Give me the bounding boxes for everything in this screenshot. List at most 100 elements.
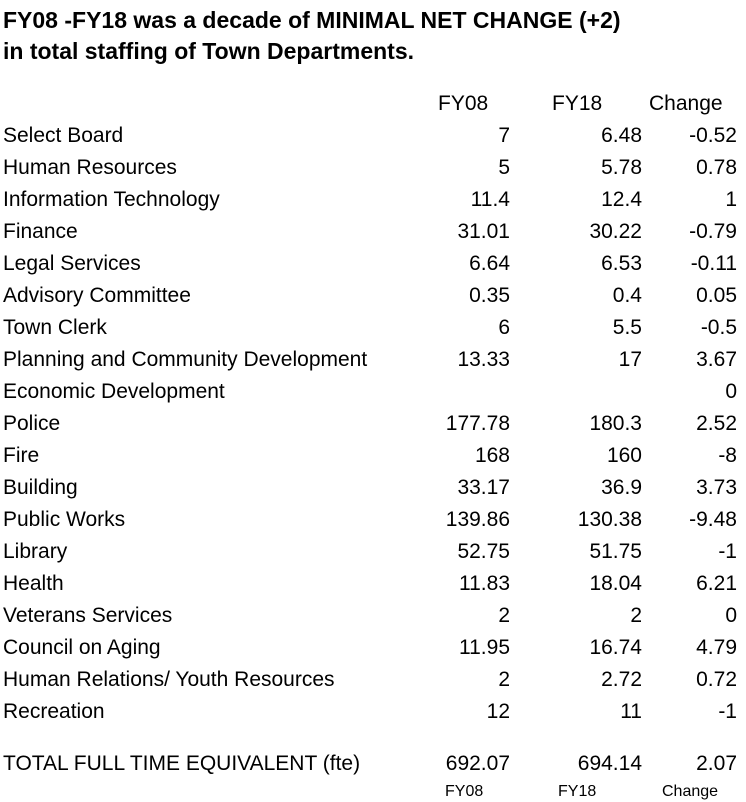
department-name: Advisory Committee [3, 284, 191, 307]
department-name: Economic Development [3, 380, 225, 403]
fy18-value: 36.9 [601, 476, 642, 499]
table-row: Advisory Committee 0.35 0.4 0.05 [3, 280, 743, 312]
department-name: Building [3, 476, 78, 499]
fy18-value: 0.4 [612, 284, 642, 307]
change-value: -1 [718, 540, 737, 563]
table-row: Information Technology 11.4 12.4 1 [3, 184, 743, 216]
table-row: Fire 168 160 -8 [3, 440, 743, 472]
fy18-value: 5.78 [601, 156, 642, 179]
change-value: 3.67 [696, 348, 737, 371]
department-name: Planning and Community Development [3, 348, 368, 371]
change-value: 1 [725, 188, 737, 211]
change-value: -8 [718, 444, 737, 467]
fy08-value: 2 [498, 668, 510, 691]
fy08-value: 13.33 [457, 348, 510, 371]
footer-label-change: Change [662, 783, 719, 800]
table-row: Human Relations/ Youth Resources 2 2.72 0.7… [3, 664, 743, 696]
table-row: Select Board 7 6.48 -0.52 [3, 120, 743, 152]
fy08-value: 177.78 [445, 412, 510, 435]
fy18-value: 12.4 [601, 188, 642, 211]
change-value: -0.79 [689, 220, 737, 243]
table-row: Legal Services 6.64 6.53 -0.11 [3, 248, 743, 280]
fy18-value: 2 [630, 604, 642, 627]
title-line-2: in total staffing of Town Departments. [3, 38, 415, 64]
department-name: Select Board [3, 124, 124, 147]
fy08-value: 31.01 [457, 220, 510, 243]
footer-label-fy18: FY18 [558, 783, 597, 800]
table-row: Building 33.17 36.9 3.73 [3, 472, 743, 504]
column-header-change: Change [649, 92, 723, 115]
change-value: -0.5 [700, 316, 737, 339]
fy08-value: 11.83 [459, 572, 510, 595]
department-name: Health [3, 572, 64, 595]
table-row: Library 52.75 51.75 -1 [3, 536, 743, 568]
fy18-value: 2.72 [601, 668, 642, 691]
change-value: 4.79 [696, 636, 737, 659]
fy08-value: 12 [486, 700, 510, 723]
department-name: Recreation [3, 700, 105, 723]
fy08-value: 33.17 [457, 476, 510, 499]
column-header-fy18: FY18 [552, 92, 603, 115]
department-name: Legal Services [3, 252, 141, 275]
department-name: Human Resources [3, 156, 177, 179]
department-name: Human Relations/ Youth Resources [3, 668, 335, 691]
fy18-value: 6.48 [601, 124, 642, 147]
department-name: Veterans Services [3, 604, 173, 627]
total-fy18: 694.14 [577, 752, 642, 775]
fy18-value: 51.75 [589, 540, 642, 563]
fy08-value: 11.4 [470, 188, 510, 211]
column-header-fy08: FY08 [438, 92, 489, 115]
change-value: 0 [725, 604, 737, 627]
table-row: Health 11.83 18.04 6.21 [3, 568, 743, 600]
page-title: FY08 -FY18 was a decade of MINIMAL NET C… [3, 5, 621, 67]
fy18-value: 180.3 [589, 412, 642, 435]
fy18-value: 16.74 [589, 636, 642, 659]
fy08-value: 52.75 [457, 540, 510, 563]
change-value: -9.48 [689, 508, 737, 531]
change-value: -0.11 [690, 252, 737, 275]
fy08-value: 139.86 [445, 508, 510, 531]
fy08-value: 6 [498, 316, 510, 339]
total-change: 2.07 [696, 752, 737, 775]
total-fy08: 692.07 [445, 752, 510, 775]
total-row: TOTAL FULL TIME EQUIVALENT (fte) 692.07 … [3, 748, 743, 780]
table-row: Human Resources 5 5.78 0.78 [3, 152, 743, 184]
fy08-value: 168 [474, 444, 510, 467]
fy08-value: 7 [498, 124, 510, 147]
department-name: Fire [3, 444, 40, 467]
department-name: Public Works [3, 508, 126, 531]
change-value: 0 [725, 380, 737, 403]
fy18-value: 5.5 [612, 316, 642, 339]
table-row: Police 177.78 180.3 2.52 [3, 408, 743, 440]
fy18-value: 130.38 [577, 508, 642, 531]
title-line-1: FY08 -FY18 was a decade of MINIMAL NET C… [3, 7, 621, 33]
department-name: Police [3, 412, 61, 435]
change-value: 0.78 [696, 156, 737, 179]
fy08-value: 11.95 [459, 636, 510, 659]
fy08-value: 6.64 [469, 252, 510, 275]
change-value: 2.52 [696, 412, 737, 435]
fy08-value: 5 [498, 156, 510, 179]
table-row: Recreation 12 11 -1 [3, 696, 743, 728]
total-label: TOTAL FULL TIME EQUIVALENT (fte) [3, 752, 361, 775]
fy08-value: 2 [498, 604, 510, 627]
fy18-value: 30.22 [589, 220, 642, 243]
department-name: Town Clerk [3, 316, 107, 339]
department-name: Council on Aging [3, 636, 161, 659]
change-value: -0.52 [689, 124, 737, 147]
fy08-value: 0.35 [469, 284, 510, 307]
fy18-value: 11 [620, 700, 642, 723]
table-row: Council on Aging 11.95 16.74 4.79 [3, 632, 743, 664]
fy18-value: 18.04 [589, 572, 642, 595]
department-name: Information Technology [3, 188, 220, 211]
change-value: -1 [718, 700, 737, 723]
change-value: 3.73 [696, 476, 737, 499]
change-value: 6.21 [696, 572, 737, 595]
fy18-value: 160 [606, 444, 642, 467]
fy18-value: 17 [618, 348, 642, 371]
change-value: 0.05 [696, 284, 737, 307]
table-row: Economic Development 0 [3, 376, 743, 408]
table-row: Veterans Services 2 2 0 [3, 600, 743, 632]
table-row: Planning and Community Development 13.33 1… [3, 344, 743, 376]
fy18-value: 6.53 [601, 252, 642, 275]
